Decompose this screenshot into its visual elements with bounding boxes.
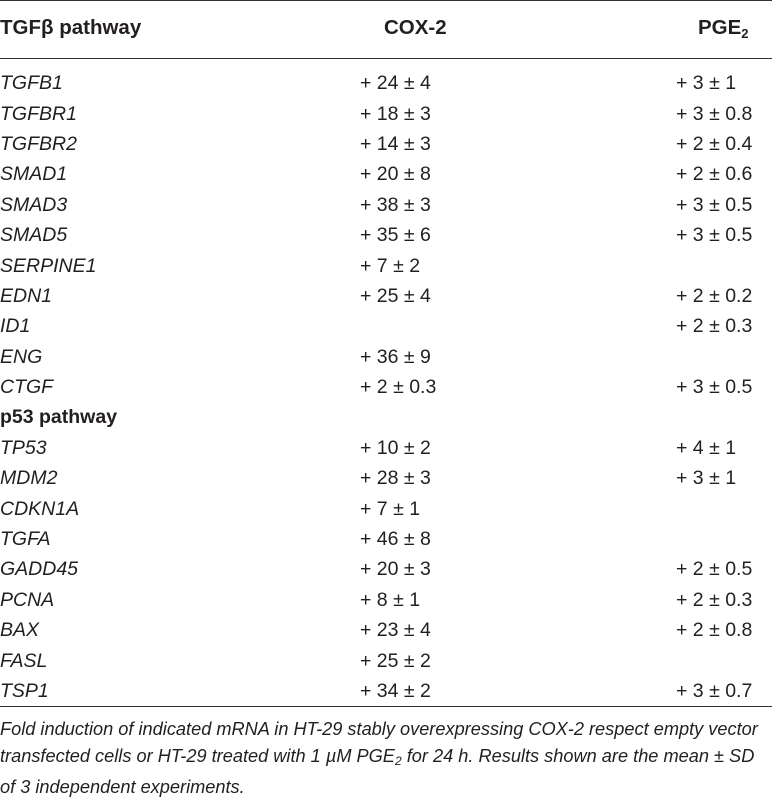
pge2-value: + 2 ± 0.2	[676, 284, 753, 307]
gene-name: ENG	[0, 345, 43, 368]
pge2-value: + 3 ± 1	[676, 467, 737, 490]
gene-name: PCNA	[0, 588, 55, 611]
gene-name: TGFB1	[0, 72, 63, 95]
cox2-value: + 46 ± 8	[360, 528, 431, 551]
header-pge2: PGE2	[698, 16, 749, 41]
pge2-value: + 3 ± 0.8	[676, 102, 753, 125]
header-tgfb-pathway: TGFβ pathway	[0, 16, 142, 39]
gene-name: SERPINE1	[0, 254, 97, 277]
table-row: PCNA + 8 ± 1 + 2 ± 0.3	[0, 585, 772, 615]
pge2-value: + 2 ± 0.6	[676, 163, 753, 186]
cox2-value: + 20 ± 3	[360, 558, 431, 581]
gene-name: TSP1	[0, 680, 49, 702]
table-row: ID1 + 2 ± 0.3	[0, 311, 772, 341]
table-row: TGFBR1 + 18 ± 3 + 3 ± 0.8	[0, 98, 772, 128]
gene-name: TGFA	[0, 528, 51, 551]
pge2-value	[676, 250, 772, 280]
pge2-value: + 2 ± 0.4	[676, 132, 753, 155]
table-row: GADD45 + 20 ± 3 + 2 ± 0.5	[0, 554, 772, 584]
cox2-value: + 14 ± 3	[360, 132, 431, 155]
gene-name: SMAD3	[0, 193, 68, 216]
section-label: p53 pathway	[0, 406, 118, 429]
cox2-value: + 35 ± 6	[360, 224, 431, 247]
table-row: EDN1 + 25 ± 4 + 2 ± 0.2	[0, 281, 772, 311]
cox2-value: + 25 ± 2	[360, 649, 431, 672]
gene-name: CDKN1A	[0, 497, 80, 520]
gene-name: TGFBR1	[0, 102, 77, 125]
cox2-value: + 2 ± 0.3	[360, 376, 437, 399]
table-row: MDM2 + 28 ± 3 + 3 ± 1	[0, 463, 772, 493]
table-row: ENG + 36 ± 9	[0, 342, 772, 372]
cox2-value: + 8 ± 1	[360, 588, 421, 611]
table-row: SMAD5 + 35 ± 6 + 3 ± 0.5	[0, 220, 772, 250]
section-row: p53 pathway	[0, 402, 772, 432]
header-rule	[0, 58, 772, 59]
pge2-value: + 3 ± 0.5	[676, 193, 753, 216]
gene-name: CTGF	[0, 376, 54, 399]
pge2-value: + 3 ± 0.5	[676, 224, 753, 247]
cox2-value: + 10 ± 2	[360, 436, 431, 459]
cox2-value: + 7 ± 1	[360, 497, 421, 520]
cox2-value: + 34 ± 2	[360, 680, 431, 702]
gene-name: GADD45	[0, 558, 79, 581]
cox2-value: + 20 ± 8	[360, 163, 431, 186]
pge2-value	[676, 493, 772, 523]
table-row: CDKN1A + 7 ± 1	[0, 493, 772, 523]
pge2-value: + 2 ± 0.8	[676, 619, 753, 642]
table-row: TP53 + 10 ± 2 + 4 ± 1	[0, 433, 772, 463]
gene-name: ID1	[0, 315, 31, 338]
cox2-value: + 28 ± 3	[360, 467, 431, 490]
cox2-value: + 25 ± 4	[360, 284, 431, 307]
pge2-value: + 3 ± 0.7	[676, 680, 753, 702]
top-rule	[0, 0, 772, 1]
table-row: SMAD3 + 38 ± 3 + 3 ± 0.5	[0, 190, 772, 220]
pge2-value: + 2 ± 0.3	[676, 588, 753, 611]
pge2-value: + 2 ± 0.3	[676, 315, 753, 338]
gene-name: FASL	[0, 649, 48, 672]
pge2-value: + 4 ± 1	[676, 436, 737, 459]
table-row: SMAD1 + 20 ± 8 + 2 ± 0.6	[0, 159, 772, 189]
table-footnote: Fold induction of indicated mRNA in HT-2…	[0, 719, 758, 797]
table-row: BAX + 23 ± 4 + 2 ± 0.8	[0, 615, 772, 645]
pge2-value: + 2 ± 0.5	[676, 558, 753, 581]
gene-name: TP53	[0, 436, 47, 459]
data-table: TGFB1 + 24 ± 4 + 3 ± 1 TGFBR1 + 18 ± 3 + 3 ± …	[0, 68, 772, 706]
pge2-value	[676, 342, 772, 372]
table-row: SERPINE1 + 7 ± 2	[0, 250, 772, 280]
cox2-value: + 36 ± 9	[360, 345, 431, 368]
cox2-value: + 7 ± 2	[360, 254, 421, 277]
table-row: TGFA + 46 ± 8	[0, 524, 772, 554]
pge2-value	[676, 524, 772, 554]
table-row: CTGF + 2 ± 0.3 + 3 ± 0.5	[0, 372, 772, 402]
table-row: TGFBR2 + 14 ± 3 + 2 ± 0.4	[0, 129, 772, 159]
gene-name: MDM2	[0, 467, 58, 490]
gene-name: SMAD5	[0, 224, 68, 247]
cox2-value: + 24 ± 4	[360, 72, 431, 95]
cox2-value: + 38 ± 3	[360, 193, 431, 216]
pge2-value	[676, 645, 772, 675]
gene-name: EDN1	[0, 284, 53, 307]
gene-name: SMAD1	[0, 163, 68, 186]
gene-name: BAX	[0, 619, 40, 642]
gene-name: TGFBR2	[0, 132, 77, 155]
pge2-value: + 3 ± 1	[676, 72, 737, 95]
header-cox2: COX-2	[384, 16, 447, 39]
bottom-rule	[0, 706, 772, 707]
cox2-value: + 23 ± 4	[360, 619, 431, 642]
table-row: TSP1 + 34 ± 2 + 3 ± 0.7	[0, 676, 772, 706]
table-row: FASL + 25 ± 2	[0, 645, 772, 675]
table-row: TGFB1 + 24 ± 4 + 3 ± 1	[0, 68, 772, 98]
cox2-value	[360, 311, 676, 341]
pge2-value: + 3 ± 0.5	[676, 376, 753, 399]
cox2-value: + 18 ± 3	[360, 102, 431, 125]
